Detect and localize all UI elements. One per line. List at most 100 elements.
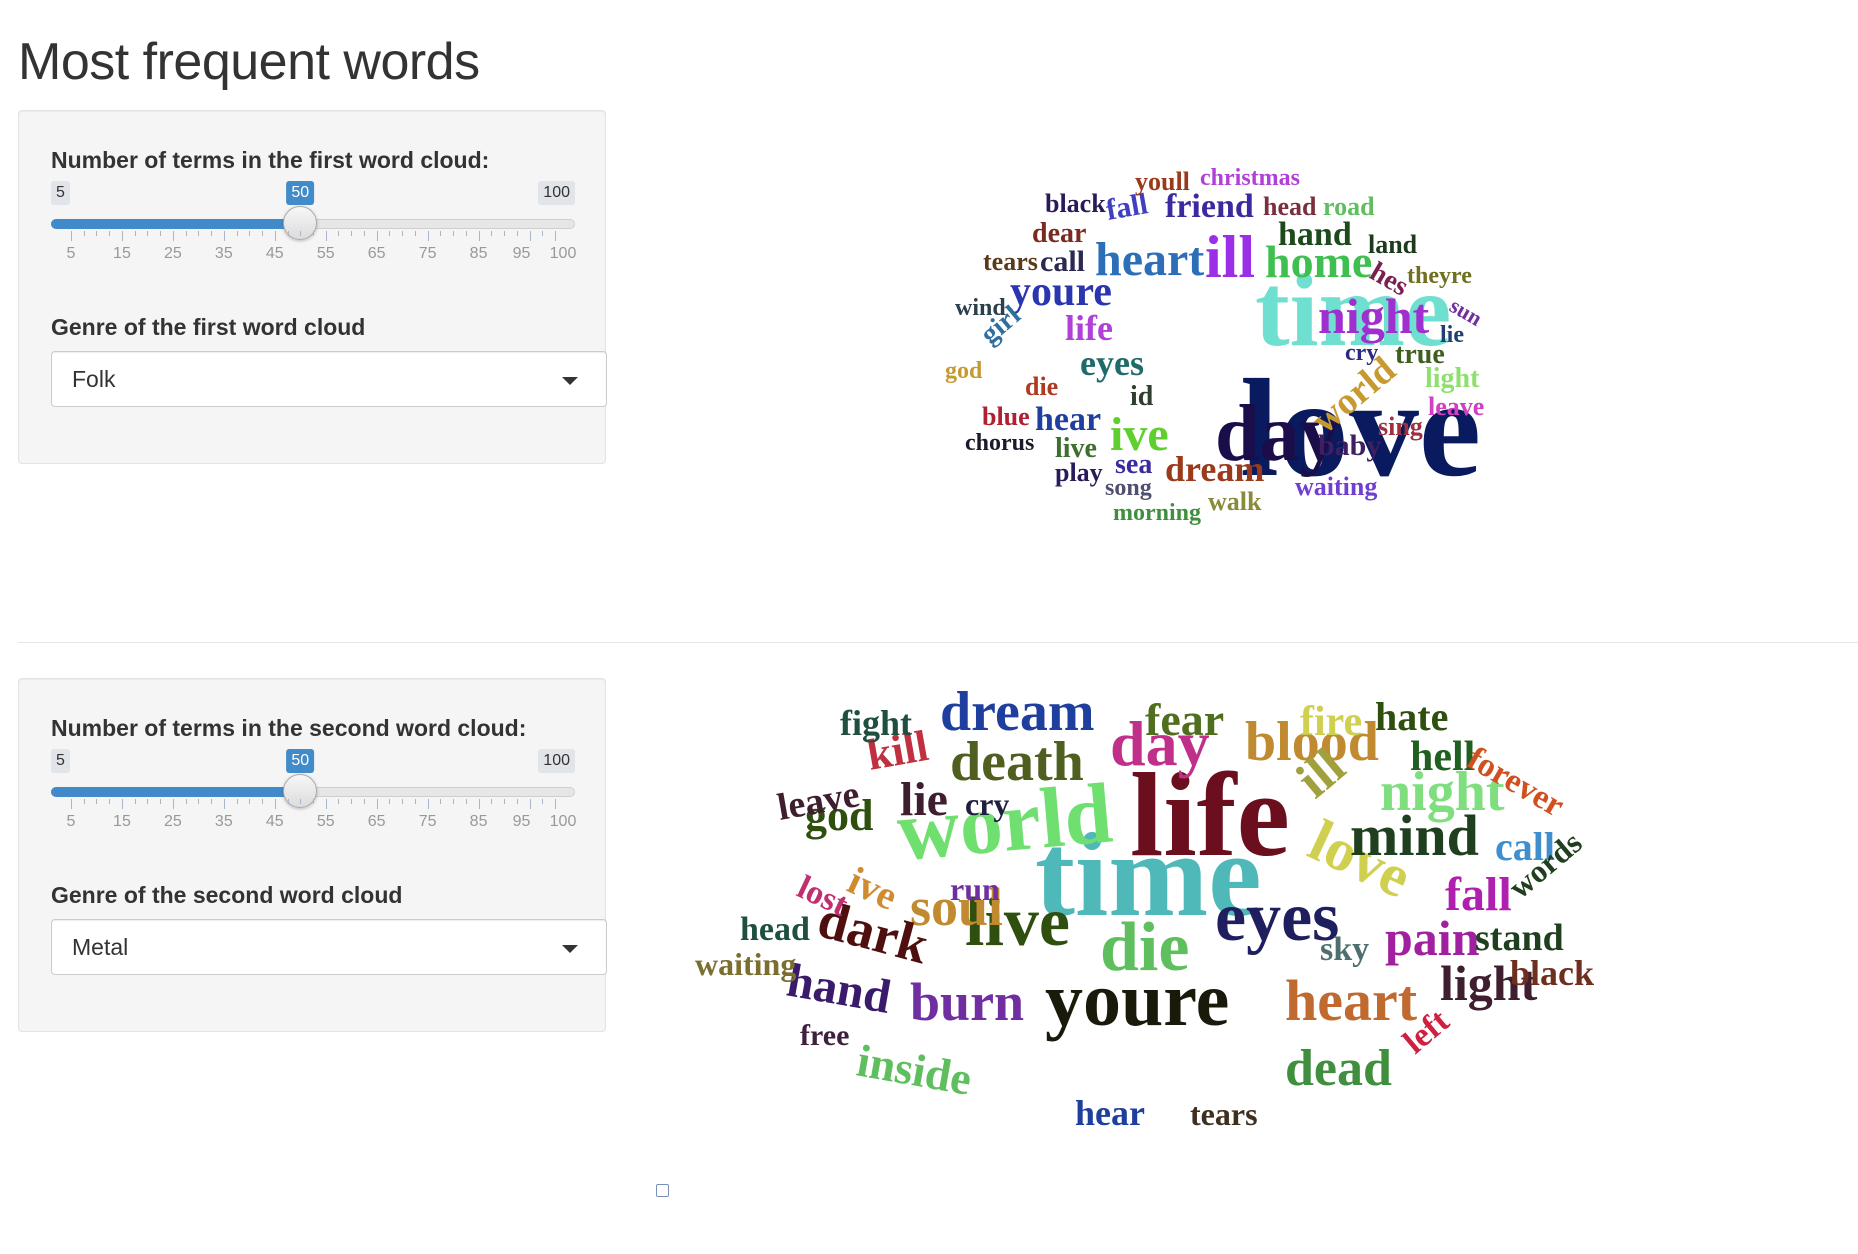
cloud-word-pain: pain xyxy=(1385,910,1480,966)
slider-max-badge: 100 xyxy=(538,749,575,773)
slider-minor-tick xyxy=(147,799,149,804)
cloud-word-friend: friend xyxy=(1165,188,1254,225)
slider-tick-label: 100 xyxy=(549,813,577,830)
slider-minor-tick xyxy=(491,799,493,804)
cloud-word-day: day xyxy=(1110,708,1210,779)
first-cloud-controls-panel: Number of terms in the first word cloud:… xyxy=(18,110,607,464)
slider-major-tick xyxy=(172,231,174,241)
slider-minor-tick xyxy=(109,799,111,804)
slider-tick-label: 85 xyxy=(469,813,488,830)
slider-minor-tick xyxy=(338,231,340,236)
cloud-word-light: light xyxy=(1425,363,1480,394)
first-genre-select[interactable]: Folk xyxy=(51,351,607,407)
slider-tick-label: 95 xyxy=(512,813,531,830)
first-terms-slider[interactable]: 5 100 50 5 15 25 35 45 55 65 75 85 95 100 xyxy=(51,181,577,301)
cloud-word-hand: hand xyxy=(1278,216,1352,253)
cloud-word-love: love xyxy=(1240,351,1481,506)
slider-handle[interactable] xyxy=(283,206,318,240)
slider-track-fill xyxy=(51,219,301,229)
slider-minor-tick xyxy=(542,231,544,236)
cloud-word-god: god xyxy=(805,791,873,840)
slider-max-badge: 100 xyxy=(538,181,575,205)
slider-tick-label: 25 xyxy=(163,245,182,262)
slider-major-tick xyxy=(71,799,72,809)
second-genre-select[interactable]: Metal xyxy=(51,919,607,975)
cloud-word-road: road xyxy=(1323,192,1375,221)
cloud-word-morning: morning xyxy=(1113,500,1201,526)
cloud-word-hate: hate xyxy=(1375,694,1448,739)
cloud-word-head: head xyxy=(740,911,810,948)
cloud-word-lie: lie xyxy=(900,773,948,826)
slider-minor-tick xyxy=(249,231,251,236)
cloud-word-mind: mind xyxy=(1350,803,1479,868)
slider-tick-label: 55 xyxy=(316,813,335,830)
slider-minor-tick xyxy=(287,799,289,804)
slider-major-tick xyxy=(555,231,556,241)
cloud-word-life: life xyxy=(1065,308,1113,348)
cloud-word-youre: youre xyxy=(1010,269,1112,315)
slider-minor-tick xyxy=(262,799,264,804)
slider-minor-tick xyxy=(351,799,353,804)
cloud-word-sing: sing xyxy=(1378,412,1423,441)
slider-min-badge: 5 xyxy=(51,181,70,205)
slider-minor-tick xyxy=(402,799,404,804)
slider-minor-tick xyxy=(109,231,111,236)
cloud-word-eyes: eyes xyxy=(1215,879,1339,956)
cloud-word-ive: ive xyxy=(1110,408,1169,461)
slider-minor-tick xyxy=(351,231,353,236)
slider-minor-tick xyxy=(160,231,162,236)
cloud-word-baby: baby xyxy=(1318,429,1381,462)
cloud-word-blue: blue xyxy=(982,402,1030,431)
slider-minor-tick xyxy=(402,231,404,236)
checkbox-icon[interactable] xyxy=(656,1184,669,1197)
cloud-word-life: life xyxy=(1130,748,1290,881)
slider-major-tick xyxy=(555,799,556,809)
slider-minor-tick xyxy=(453,799,455,804)
slider-minor-tick xyxy=(96,799,98,804)
cloud-word-black: black xyxy=(1045,189,1106,218)
cloud-word-sky: sky xyxy=(1320,931,1369,968)
slider-minor-tick xyxy=(147,231,149,236)
slider-major-tick xyxy=(223,799,225,809)
slider-major-tick xyxy=(223,231,225,241)
cloud-word-dear: dear xyxy=(1032,218,1086,249)
slider-major-tick xyxy=(71,231,72,241)
slider-major-tick xyxy=(427,799,429,809)
cloud-word-theyre: theyre xyxy=(1407,263,1472,289)
slider-tick-label: 55 xyxy=(316,245,335,262)
slider-minor-tick xyxy=(516,231,518,236)
cloud-word-die: die xyxy=(1025,372,1058,401)
slider-minor-tick xyxy=(363,231,365,236)
slider-minor-tick xyxy=(414,231,416,236)
cloud-word-waiting: waiting xyxy=(695,946,796,982)
slider-minor-tick xyxy=(504,231,506,236)
cloud-word-run: run xyxy=(950,871,1000,907)
cloud-word-world: world xyxy=(893,765,1116,879)
cloud-word-death: death xyxy=(950,731,1084,793)
slider-minor-tick xyxy=(414,799,416,804)
cloud-word-lie: lie xyxy=(1440,322,1464,348)
slider-minor-tick xyxy=(211,231,213,236)
cloud-word-dream: dream xyxy=(1165,449,1264,489)
slider-minor-tick xyxy=(465,799,467,804)
slider-minor-tick xyxy=(440,799,442,804)
caret-down-icon xyxy=(562,945,578,953)
slider-tick-label: 100 xyxy=(549,245,577,262)
first-terms-slider-label: Number of terms in the first word cloud: xyxy=(51,147,490,173)
second-terms-slider[interactable]: 5 100 50 5 15 25 35 45 55 65 75 85 95 100 xyxy=(51,749,577,869)
slider-major-tick xyxy=(529,799,531,809)
slider-minor-tick xyxy=(542,799,544,804)
slider-tick-label: 85 xyxy=(469,245,488,262)
cloud-word-hell: hell xyxy=(1410,734,1475,780)
slider-minor-tick xyxy=(185,799,187,804)
cloud-word-heart: heart xyxy=(1285,968,1418,1033)
cloud-word-hear: hear xyxy=(1035,401,1101,438)
slider-minor-tick xyxy=(389,231,391,236)
slider-minor-tick xyxy=(96,231,98,236)
cloud-word-id: id xyxy=(1130,381,1154,412)
slider-major-tick xyxy=(376,799,378,809)
slider-major-tick xyxy=(274,799,276,809)
slider-minor-tick xyxy=(211,799,213,804)
page-title: Most frequent words xyxy=(18,33,480,91)
